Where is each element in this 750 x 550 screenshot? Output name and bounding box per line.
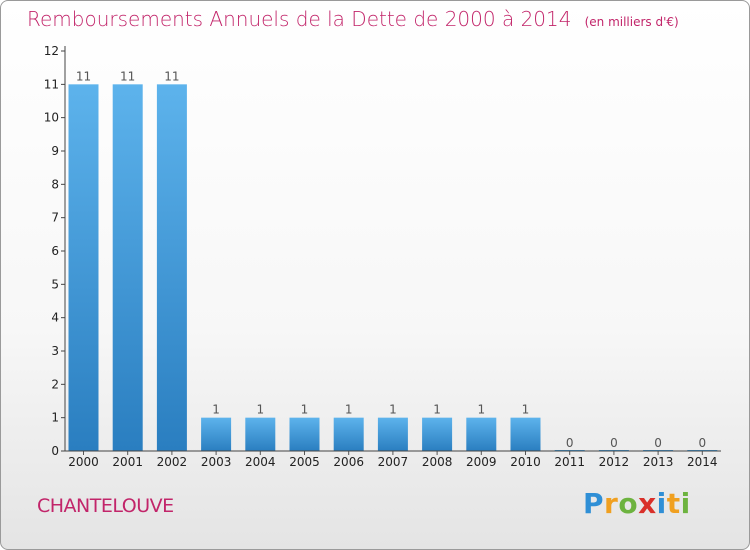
bar-value-label: 11 <box>164 69 179 83</box>
bar <box>377 417 408 451</box>
y-tick-label: 0 <box>51 444 59 458</box>
proxiti-logo[interactable]: Proxiti <box>583 487 691 520</box>
y-tick-label: 2 <box>51 377 59 391</box>
y-tick-label: 1 <box>51 411 59 425</box>
bar <box>466 417 497 451</box>
bar-value-label: 0 <box>654 436 662 450</box>
y-tick-label: 11 <box>44 77 59 91</box>
x-tick-label: 2010 <box>510 455 541 469</box>
logo-letter: r <box>604 487 619 520</box>
bar <box>156 84 187 451</box>
x-tick-label: 2013 <box>643 455 674 469</box>
x-tick-label: 2002 <box>157 455 188 469</box>
y-tick-label: 5 <box>51 277 59 291</box>
bar-value-label: 11 <box>120 69 135 83</box>
bar-value-label: 1 <box>433 403 441 417</box>
logo-letter: i <box>656 487 667 520</box>
x-tick-label: 2000 <box>68 455 99 469</box>
chart-unit: (en milliers d'€) <box>584 15 679 29</box>
bar-value-label: 1 <box>256 403 264 417</box>
y-tick-label: 8 <box>51 177 59 191</box>
bar <box>289 417 320 451</box>
bar-value-label: 1 <box>389 403 397 417</box>
bar-value-label: 1 <box>477 403 485 417</box>
y-tick-label: 10 <box>44 111 59 125</box>
x-tick-label: 2008 <box>422 455 453 469</box>
bar-value-label: 0 <box>698 436 706 450</box>
x-tick-label: 2004 <box>245 455 276 469</box>
bar <box>68 84 99 451</box>
bar <box>112 84 143 451</box>
bar <box>510 417 541 451</box>
bar <box>245 417 276 451</box>
bar-value-label: 1 <box>301 403 309 417</box>
bar-value-label: 11 <box>76 69 91 83</box>
y-tick-label: 3 <box>51 344 59 358</box>
x-tick-label: 2001 <box>112 455 143 469</box>
y-tick-label: 12 <box>44 44 59 58</box>
logo-letter: t <box>666 487 681 520</box>
logo-letter: x <box>638 487 657 520</box>
bar-value-label: 0 <box>610 436 618 450</box>
x-tick-label: 2006 <box>333 455 364 469</box>
bar-value-label: 1 <box>212 403 220 417</box>
bar-value-label: 1 <box>522 403 530 417</box>
bar-value-label: 0 <box>566 436 574 450</box>
y-tick-label: 9 <box>51 144 59 158</box>
x-tick-label: 2007 <box>378 455 409 469</box>
x-tick-label: 2012 <box>599 455 630 469</box>
y-tick-label: 6 <box>51 244 59 258</box>
logo-letter: i <box>680 487 691 520</box>
commune-name: CHANTELOUVE <box>37 495 174 517</box>
bar <box>422 417 453 451</box>
x-tick-label: 2011 <box>554 455 585 469</box>
bar <box>333 417 364 451</box>
x-tick-label: 2005 <box>289 455 320 469</box>
logo-letter: o <box>618 487 639 520</box>
chart-title: Remboursements Annuels de la Dette de 20… <box>27 7 572 31</box>
x-tick-label: 2014 <box>687 455 718 469</box>
chart-title-row: Remboursements Annuels de la Dette de 20… <box>27 7 679 31</box>
y-tick-label: 4 <box>51 311 59 325</box>
bar <box>201 417 232 451</box>
y-tick-label: 7 <box>51 211 59 225</box>
logo-letter: P <box>583 487 605 520</box>
x-tick-label: 2009 <box>466 455 497 469</box>
bar-value-label: 1 <box>345 403 353 417</box>
x-tick-label: 2003 <box>201 455 232 469</box>
